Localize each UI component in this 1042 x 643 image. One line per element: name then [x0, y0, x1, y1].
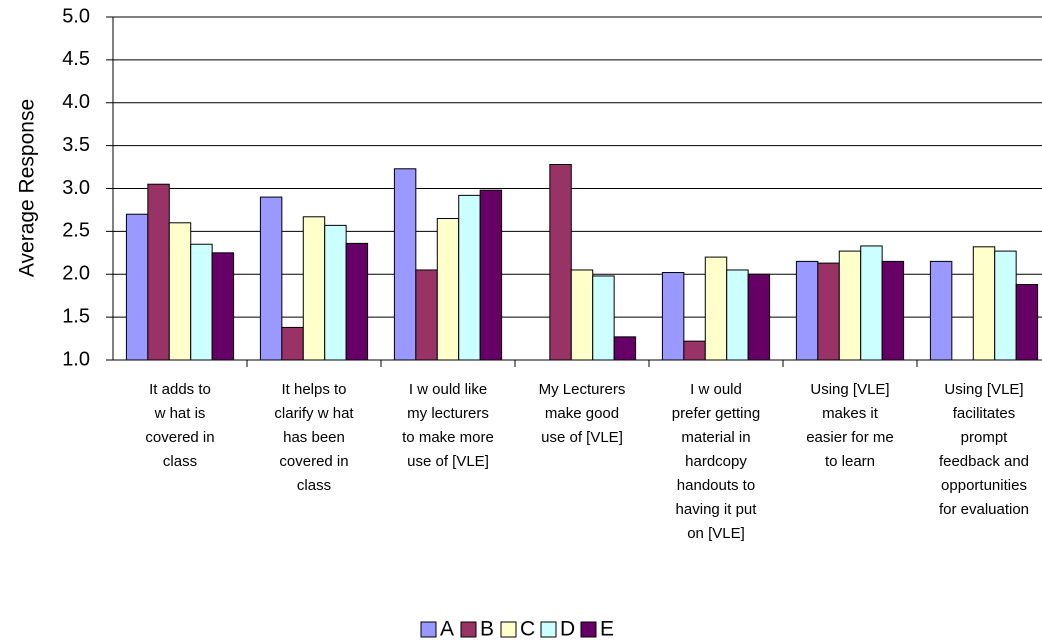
x-tick-label: It helps to	[281, 381, 346, 398]
y-tick-label: 3.5	[62, 134, 90, 156]
y-tick-label: 3.0	[62, 177, 90, 199]
bar	[147, 183, 170, 361]
bar	[570, 269, 594, 361]
bar	[302, 216, 326, 361]
bar	[324, 224, 347, 361]
bar	[168, 222, 192, 361]
x-tick-label: I w ould like	[409, 381, 487, 398]
y-tick-label: 2.0	[62, 263, 90, 285]
legend-label: A	[440, 618, 454, 641]
bar	[458, 194, 481, 361]
x-tick-label: I w ould	[690, 381, 742, 398]
bar	[838, 250, 862, 361]
x-tick-label: prefer getting	[672, 405, 760, 422]
x-tick-label: my lecturers	[407, 405, 489, 422]
bar	[994, 250, 1017, 361]
x-tick-label: feedback and	[939, 453, 1029, 470]
bar	[549, 163, 572, 361]
bar	[747, 273, 771, 361]
bar	[479, 189, 503, 361]
bar	[211, 252, 235, 361]
y-tick-label: 4.5	[62, 48, 90, 70]
legend-label: D	[560, 618, 575, 641]
x-tick-label: for evaluation	[939, 501, 1029, 518]
y-axis-label: Average Response	[16, 99, 39, 277]
legend-label: E	[600, 618, 614, 641]
x-tick-label: use of [VLE]	[407, 453, 489, 470]
y-tick-label: 1.0	[62, 348, 90, 370]
bar	[972, 246, 996, 361]
bar	[817, 262, 840, 361]
x-tick-label: Using [VLE]	[810, 381, 889, 398]
x-tick-label: opportunities	[941, 477, 1027, 494]
legend-label: C	[520, 618, 535, 641]
x-tick-label: handouts to	[677, 477, 755, 494]
bar	[929, 260, 953, 361]
bar	[415, 269, 438, 361]
x-tick-label: to make more	[402, 429, 494, 446]
x-tick-label: use of [VLE]	[541, 429, 623, 446]
bar	[795, 260, 819, 361]
x-tick-label: Using [VLE]	[944, 381, 1023, 398]
bar	[881, 260, 905, 361]
bar	[393, 168, 417, 361]
x-tick-label: easier for me	[806, 429, 894, 446]
bar	[1015, 284, 1039, 361]
x-tick-label: hardcopy	[685, 453, 747, 470]
x-tick-label: on [VLE]	[687, 525, 745, 542]
bar	[704, 256, 728, 361]
bar	[860, 245, 883, 361]
x-tick-label: makes it	[822, 405, 879, 422]
x-tick-label: facilitates	[953, 405, 1016, 422]
x-tick-label: w hat is	[154, 405, 206, 422]
bar	[345, 242, 369, 361]
x-tick-label: It adds to	[149, 381, 211, 398]
legend-swatch	[500, 621, 517, 638]
bar	[436, 218, 460, 361]
x-tick-label: covered in	[279, 453, 348, 470]
x-tick-label: make good	[545, 405, 619, 422]
legend-label: B	[480, 618, 494, 641]
legend-swatch	[580, 621, 597, 638]
bar	[613, 336, 637, 361]
x-tick-label: covered in	[145, 429, 214, 446]
x-tick-label: clarify w hat	[274, 405, 354, 422]
legend-swatch	[540, 621, 557, 638]
y-tick-label: 4.0	[62, 91, 90, 113]
bar	[592, 275, 615, 361]
y-tick-label: 5.0	[62, 5, 90, 27]
bar	[726, 269, 749, 361]
bar	[661, 272, 685, 361]
bar	[281, 326, 304, 361]
x-tick-label: My Lecturers	[539, 381, 626, 398]
y-tick-label: 1.5	[62, 305, 90, 327]
x-tick-label: class	[163, 453, 197, 470]
x-tick-label: class	[297, 477, 331, 494]
legend-swatch	[420, 621, 437, 638]
legend-swatch	[460, 621, 477, 638]
x-tick-label: having it put	[676, 501, 758, 518]
x-tick-label: to learn	[825, 453, 875, 470]
x-tick-label: has been	[283, 429, 345, 446]
bar	[190, 243, 213, 361]
bar	[259, 196, 283, 361]
bar	[125, 213, 149, 361]
x-tick-label: prompt	[961, 429, 1009, 446]
y-tick-label: 2.5	[62, 220, 90, 242]
x-tick-label: material in	[681, 429, 750, 446]
bar	[683, 340, 706, 361]
